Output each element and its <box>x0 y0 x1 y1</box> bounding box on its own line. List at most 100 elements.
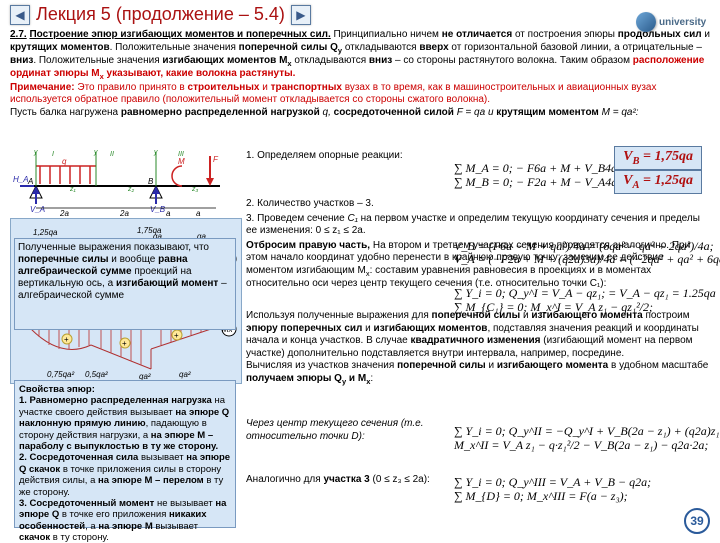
sec3a: участка 3 <box>323 474 369 485</box>
svg-text:a: a <box>166 209 171 216</box>
svg-text:y: y <box>93 149 98 156</box>
svg-text:z₁: z₁ <box>69 186 77 193</box>
t1: Принципиально ничем <box>334 29 442 40</box>
load-f: M = qa²: <box>599 107 639 118</box>
svg-text:I: I <box>52 151 54 158</box>
t1i: откладываются <box>342 42 419 53</box>
result-vb: VB = 1,75qa <box>614 146 702 170</box>
section3-label: Аналогично для участка 3 (0 ≤ z₃ ≤ 2a): <box>246 474 456 487</box>
svg-text:+: + <box>64 335 69 344</box>
t1f: крутящих моментов <box>10 42 110 53</box>
mid-f: и <box>362 323 373 334</box>
p3j: в ту сторону. <box>50 532 109 543</box>
load-a: равномерно распределенной нагрузкой <box>121 107 320 118</box>
t1l: вниз <box>10 55 33 66</box>
svg-text:V_A: V_A <box>30 205 45 214</box>
mid-ko: : <box>370 373 373 384</box>
svg-text:F: F <box>213 155 219 164</box>
svg-text:V_B: V_B <box>150 205 166 214</box>
t1s: указывают, какие волокна растянуты. <box>104 68 296 79</box>
svg-text:M: M <box>178 157 185 166</box>
f9: ∑ Y_i = 0; Q_y^III = V_A + V_B − q2a; <box>454 476 710 490</box>
step1: 1. Определяем опорные реакции: <box>246 150 446 163</box>
svg-text:+: + <box>122 339 127 348</box>
section-title: Построение эпюр изгибающих моментов и по… <box>29 29 330 40</box>
p3g: на эпюре M <box>98 521 152 532</box>
mid-k: Вычисляя из участков значения <box>246 360 397 371</box>
result-va: VA = 1,25qa <box>614 170 702 194</box>
note-b: и <box>259 82 270 93</box>
f6: ∑ M_{C₁} = 0; M_x^I = V_A z₁ − qz₁²/2; <box>454 301 710 315</box>
note-label: Примечание: <box>10 82 75 93</box>
f5: ∑ Y_i = 0; Q_y^I = V_A − qz₁; = V_A − qz… <box>454 287 710 301</box>
svg-text:a: a <box>196 209 201 216</box>
svg-text:+: + <box>174 331 179 340</box>
svg-text:1,25qa: 1,25qa <box>33 228 58 237</box>
svg-text:y: y <box>33 149 38 156</box>
svg-text:1,75qa: 1,75qa <box>137 226 162 235</box>
p2a: 2. Сосредоточенная сила <box>19 452 138 463</box>
t1b: не отличается <box>442 29 512 40</box>
lecture-name: Лекция 5 <box>36 4 111 24</box>
f8: M_x^II = V_A z₁ − q·z₁²/2 − V_B(2a − z₁)… <box>454 439 710 453</box>
t1n: изгибающих моментов M <box>162 55 287 66</box>
svg-text:B: B <box>148 177 154 186</box>
otb: Отбросим правую часть, <box>246 240 370 251</box>
svg-text:q: q <box>62 157 67 166</box>
university-logo: university <box>636 4 708 40</box>
intro-text: 2.7. Построение эпюр изгибающих моментов… <box>10 29 710 119</box>
t1p: вниз <box>369 55 392 66</box>
t1j: вверх <box>419 42 448 53</box>
sec3: Аналогично для <box>246 474 323 485</box>
p3a: 3. Сосредоточенный момент <box>19 498 154 509</box>
p3b: не вызывает <box>154 498 215 509</box>
overlay-left-note: Полученные выражения показывают, что поп… <box>14 238 236 330</box>
beam-schematic: IIIIII yyy z₁z₂z₃ AB F M q H_A V_A V_B 2… <box>10 146 240 216</box>
p2b: вызывает <box>138 452 186 463</box>
section-number: 2.7. <box>10 29 27 40</box>
svg-text:2a: 2a <box>119 209 129 216</box>
p3i: скачок <box>19 532 50 543</box>
nav-prev-button[interactable]: ◀ <box>10 5 30 25</box>
sec2: Через центр текущего сечения (т.е. относ… <box>246 418 424 442</box>
svg-text:H_A: H_A <box>13 175 29 184</box>
p3h: вызывает <box>153 521 198 532</box>
f7: ∑ Y_i = 0; Q_y^II = −Q_y^I + V_B(2a − z₁… <box>454 425 710 439</box>
t1k: от горизонтальной базовой линии, а отриц… <box>449 42 702 53</box>
mid-km: получаем эпюры Q <box>246 373 342 384</box>
t1q: – со стороны растянутого волокна. Таким … <box>392 55 633 66</box>
props-title: Свойства эпюр: <box>19 384 95 395</box>
svg-text:2a: 2a <box>59 209 69 216</box>
load-e: крутящим моментом <box>496 107 599 118</box>
note-c: транспортных <box>271 82 342 93</box>
formula-block: ∑ M_A = 0; − F6a + M + V_B4a − (q2a)a = … <box>454 162 710 522</box>
mid-kn: и M <box>346 373 366 384</box>
t1m: . Положительные значения <box>33 55 162 66</box>
nav-next-button[interactable]: ▶ <box>291 5 311 25</box>
f4: V_A = (−F2a + M + (q2a)3a)/4a = (−2qa² +… <box>454 253 710 267</box>
svg-text:z₃: z₃ <box>191 186 199 193</box>
svg-text:z₂: z₂ <box>127 186 135 193</box>
p3d: в точке его приложения <box>59 509 169 520</box>
epure-properties-box: Свойства эпюр: 1. Равномерно распределен… <box>14 380 236 528</box>
f10: ∑ M_{D} = 0; M_x^III = F(a − z₃); <box>454 490 710 504</box>
title-row: ◀ Лекция 5 (продолжение – 5.4) ▶ <box>10 4 710 25</box>
mid: Используя полученные выражения для <box>246 310 432 321</box>
note: Это правило принято в <box>75 82 188 93</box>
note-a: строительных <box>188 82 260 93</box>
t1h: поперечной силы Q <box>239 42 338 53</box>
section3-text: Через центр текущего сечения (т.е. относ… <box>246 418 456 443</box>
t1c: от построения эпюры <box>512 29 618 40</box>
svg-text:y: y <box>153 149 158 156</box>
p1a: 1. Равномерно распределенная нагрузка <box>19 395 212 406</box>
step3a: 3. Проведем сечение <box>246 213 347 224</box>
logo-mark-icon <box>636 12 656 32</box>
t1o: откладываются <box>292 55 369 66</box>
svg-text:0,5qa²: 0,5qa² <box>85 370 108 379</box>
mid-e: эпюру поперечных сил <box>246 323 362 334</box>
f3: V_B = (F6a − M + qa²)/4a = (6qa² − qa² +… <box>454 240 710 254</box>
p3f: , а <box>85 521 98 532</box>
load-line: Пусть балка нагружена <box>10 107 121 118</box>
sec3b: (0 ≤ z₃ ≤ 2a): <box>370 474 430 485</box>
t1g: . Положительные значения <box>110 42 239 53</box>
